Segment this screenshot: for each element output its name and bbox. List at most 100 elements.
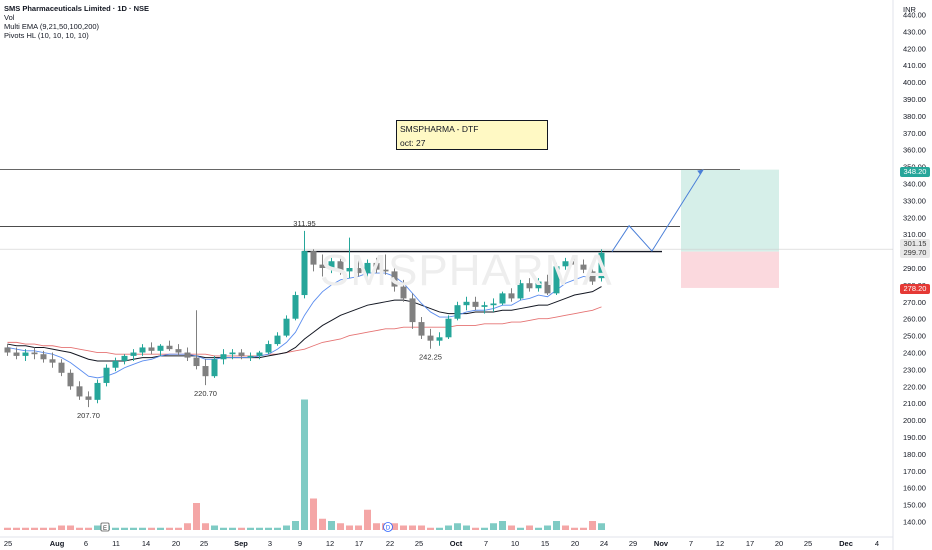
volume-bar xyxy=(364,509,371,530)
candle-body xyxy=(58,362,65,373)
candle-body xyxy=(229,352,236,355)
candle-body xyxy=(463,301,470,306)
volume-bar xyxy=(472,527,479,530)
volume-bar xyxy=(76,527,83,530)
x-tick-label: 7 xyxy=(484,539,488,548)
volume-bar xyxy=(112,527,119,530)
y-tick-label: 210.00 xyxy=(903,399,926,408)
volume-bar xyxy=(445,525,452,530)
candle-body xyxy=(112,360,119,368)
volume-bar xyxy=(238,527,245,530)
dividend-marker-label: D xyxy=(386,526,391,532)
volume-bar xyxy=(553,521,560,530)
pivot-label: 220.70 xyxy=(194,389,217,398)
volume-indicator-label[interactable]: Vol xyxy=(4,13,15,22)
x-tick-label: 25 xyxy=(415,539,423,548)
pivots-indicator-label[interactable]: Pivots HL (10, 10, 10, 10) xyxy=(4,31,89,40)
y-tick-label: 340.00 xyxy=(903,179,926,188)
x-tick-label: 25 xyxy=(804,539,812,548)
volume-bar xyxy=(454,523,461,530)
volume-bar xyxy=(40,527,47,530)
ema-indicator-label[interactable]: Multi EMA (9,21,50,100,200) xyxy=(4,22,100,31)
candle-body xyxy=(256,352,263,356)
target-zone xyxy=(681,169,779,252)
candle-body xyxy=(535,281,542,289)
candle-body xyxy=(454,305,461,319)
projection-arrowhead xyxy=(697,169,704,175)
y-tick-label: 310.00 xyxy=(903,230,926,239)
volume-bar xyxy=(589,521,596,530)
x-tick-label: Oct xyxy=(450,539,463,548)
earnings-marker-label: E xyxy=(103,526,107,532)
volume-bar xyxy=(283,525,290,530)
candle-body xyxy=(67,372,74,387)
candle-body xyxy=(247,355,254,358)
volume-bar xyxy=(121,527,128,530)
candle-body xyxy=(445,318,452,338)
candle-body xyxy=(13,352,20,356)
candle-body xyxy=(373,262,380,270)
volume-bar xyxy=(373,523,380,530)
volume-bar xyxy=(427,527,434,530)
projection-arrow xyxy=(611,169,704,252)
candle-body xyxy=(175,349,182,353)
pivot-label: 242.25 xyxy=(419,353,442,362)
pivot-label: 311.95 xyxy=(293,219,315,228)
volume-bar xyxy=(175,527,182,530)
candle-body xyxy=(76,386,83,397)
candle-body xyxy=(49,359,56,363)
volume-bar xyxy=(508,525,515,530)
volume-bar xyxy=(490,523,497,530)
x-tick-label: Dec xyxy=(839,539,853,548)
volume-bar xyxy=(4,527,11,530)
candle-body xyxy=(490,303,497,306)
annotation-note[interactable]: SMSPHARMA - DTF oct: 27 xyxy=(396,120,548,150)
x-tick-label: 4 xyxy=(875,539,879,548)
candle-body xyxy=(157,345,164,351)
candle-body xyxy=(364,262,371,274)
stop-price-tag: 278.20 xyxy=(900,284,930,294)
candle-body xyxy=(481,305,488,307)
candle-body xyxy=(391,271,398,287)
y-tick-label: 430.00 xyxy=(903,27,926,36)
candle-body xyxy=(85,396,92,400)
candle-body xyxy=(337,261,344,272)
chart-title: SMS Pharmaceuticals Limited · 1D · NSE xyxy=(4,4,150,13)
candle-body xyxy=(310,251,317,265)
volume-bar xyxy=(94,525,101,530)
candle-body xyxy=(382,269,389,272)
y-tick-label: 160.00 xyxy=(903,484,926,493)
volume-bar xyxy=(418,525,425,530)
candle-body xyxy=(418,322,425,336)
volume-bar xyxy=(202,523,209,530)
x-tick-label: 3 xyxy=(268,539,272,548)
x-tick-label: Aug xyxy=(50,539,65,548)
x-tick-label: 12 xyxy=(326,539,334,548)
volume-bar xyxy=(328,521,335,530)
x-tick-label: 6 xyxy=(84,539,88,548)
volume-bar xyxy=(220,527,227,530)
candle-body xyxy=(319,264,326,268)
y-tick-label: 390.00 xyxy=(903,95,926,104)
symbol-watermark: SMSPHARMA xyxy=(320,246,613,295)
volume-bar xyxy=(544,525,551,530)
volume-bar xyxy=(598,523,605,530)
x-tick-label: 15 xyxy=(541,539,549,548)
y-tick-label: 220.00 xyxy=(903,382,926,391)
candle-body xyxy=(31,352,38,355)
volume-bar xyxy=(184,523,191,530)
volume-bar xyxy=(229,527,236,530)
volume-bar xyxy=(319,518,326,530)
x-tick-label: 20 xyxy=(775,539,783,548)
x-tick-label: 12 xyxy=(716,539,724,548)
candle-body xyxy=(589,271,596,282)
candle-body xyxy=(301,251,308,296)
volume-bar xyxy=(247,527,254,530)
candle-body xyxy=(103,367,110,383)
x-tick-label: 7 xyxy=(689,539,693,548)
volume-bar xyxy=(580,527,587,530)
candle-body xyxy=(598,252,605,279)
candle-body xyxy=(238,352,245,356)
candle-body xyxy=(121,355,128,361)
volume-bar xyxy=(517,527,524,530)
